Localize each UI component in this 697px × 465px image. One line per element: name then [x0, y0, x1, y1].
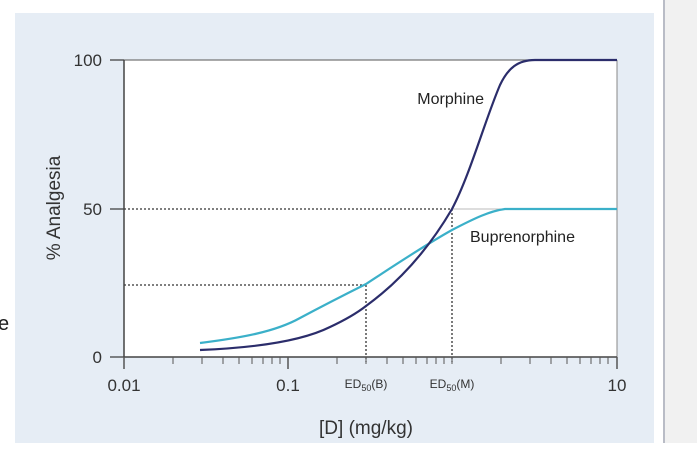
- right-side-panel: [663, 0, 697, 443]
- ed50-m-label: ED50(M): [430, 377, 475, 393]
- x-tick-0.01: 0.01: [107, 376, 140, 395]
- morphine-curve: [199, 58, 617, 352]
- buprenorphine-label: Buprenorphine: [470, 229, 575, 246]
- y-tick-100: 100: [74, 51, 102, 70]
- x-tick-0.1: 0.1: [276, 376, 300, 395]
- ed50-b-label: ED50(B): [345, 377, 388, 393]
- buprenorphine-curve: [199, 207, 617, 345]
- morphine-label: Morphine: [417, 91, 484, 108]
- x-axis-ticks: [123, 357, 618, 369]
- cropped-text-fragment: e: [0, 313, 10, 335]
- y-tick-0: 0: [93, 348, 102, 367]
- x-tick-10: 10: [608, 376, 627, 395]
- y-tick-50: 50: [83, 200, 102, 219]
- x-axis-title: [D] (mg/kg): [319, 418, 413, 439]
- y-axis-title: % Analgesia: [44, 155, 65, 260]
